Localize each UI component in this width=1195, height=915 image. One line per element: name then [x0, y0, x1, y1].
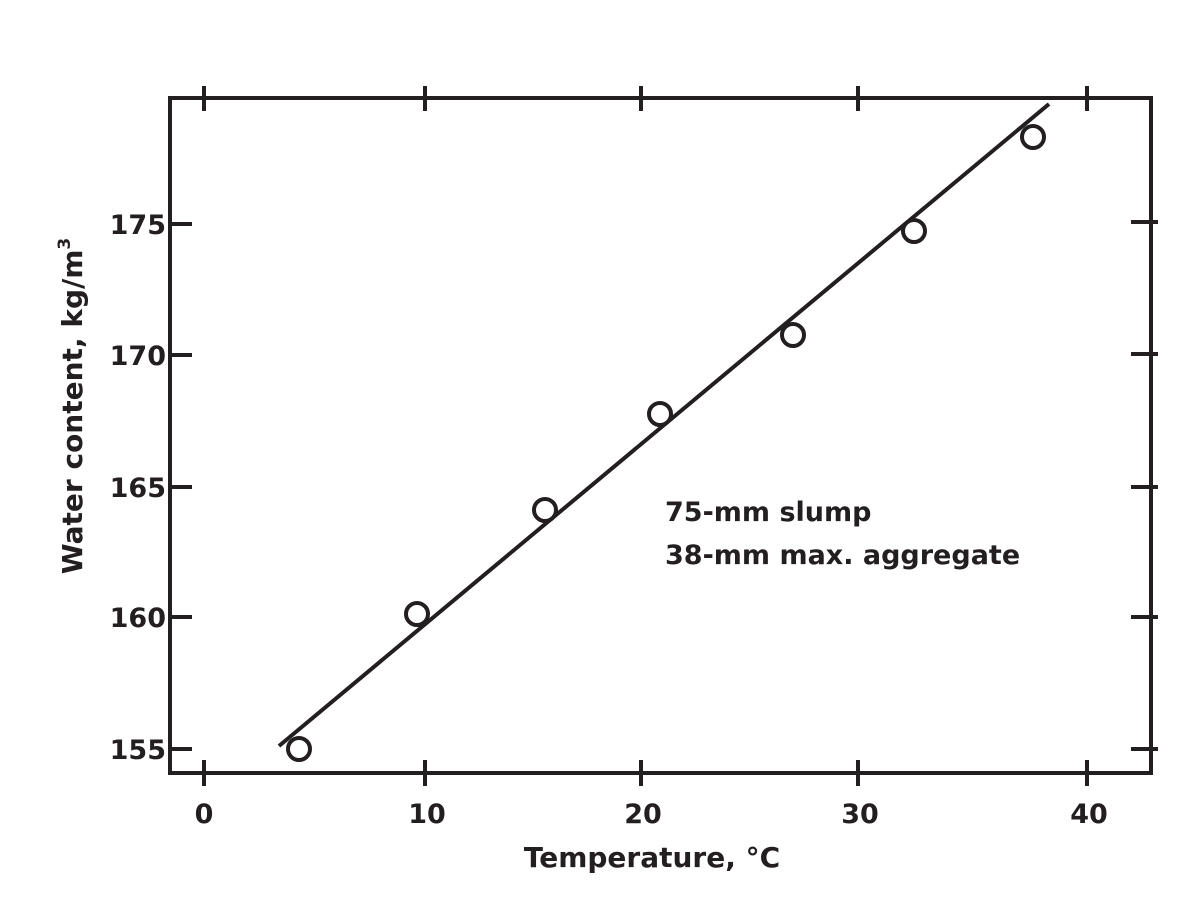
x-tick-label: 0	[195, 799, 214, 830]
x-axis-ticks-top	[202, 86, 1089, 111]
y-tick-label: 160	[110, 603, 166, 634]
y-axis-title-superscript: 3	[55, 238, 75, 250]
y-tick-label: 165	[110, 473, 166, 504]
y-tick-label: 170	[110, 341, 166, 372]
x-axis-title: Temperature, °C	[524, 841, 780, 874]
annotation-slump: 75-mm slump	[665, 497, 871, 528]
data-point	[647, 401, 673, 427]
y-axis-ticks-right	[1131, 220, 1158, 751]
x-tick-label: 10	[408, 799, 446, 830]
y-axis-title: Water content, kg/m3	[55, 238, 89, 574]
data-point	[404, 601, 430, 627]
x-axis-ticks-bottom	[202, 760, 1089, 786]
data-point	[532, 497, 558, 523]
y-axis-title-group: Water content, kg/m3	[55, 238, 89, 574]
data-points	[286, 124, 1046, 762]
y-tick-label: 175	[110, 210, 166, 241]
data-point	[286, 736, 312, 762]
y-axis-ticks-left	[168, 222, 192, 751]
annotation-aggregate: 38-mm max. aggregate	[665, 540, 1020, 571]
y-axis-title-main: Water content, kg/m	[56, 250, 89, 575]
data-point	[780, 322, 806, 348]
x-tick-labels: 0 10 20 30 40	[195, 799, 1108, 830]
plot-frame	[168, 96, 1153, 775]
x-tick-label: 40	[1070, 799, 1108, 830]
x-tick-label: 30	[841, 799, 879, 830]
x-tick-label: 20	[624, 799, 662, 830]
y-tick-labels: 175 170 165 160 155	[110, 210, 166, 766]
data-point	[1020, 124, 1046, 150]
y-tick-label: 155	[110, 735, 166, 766]
data-point	[901, 218, 927, 244]
